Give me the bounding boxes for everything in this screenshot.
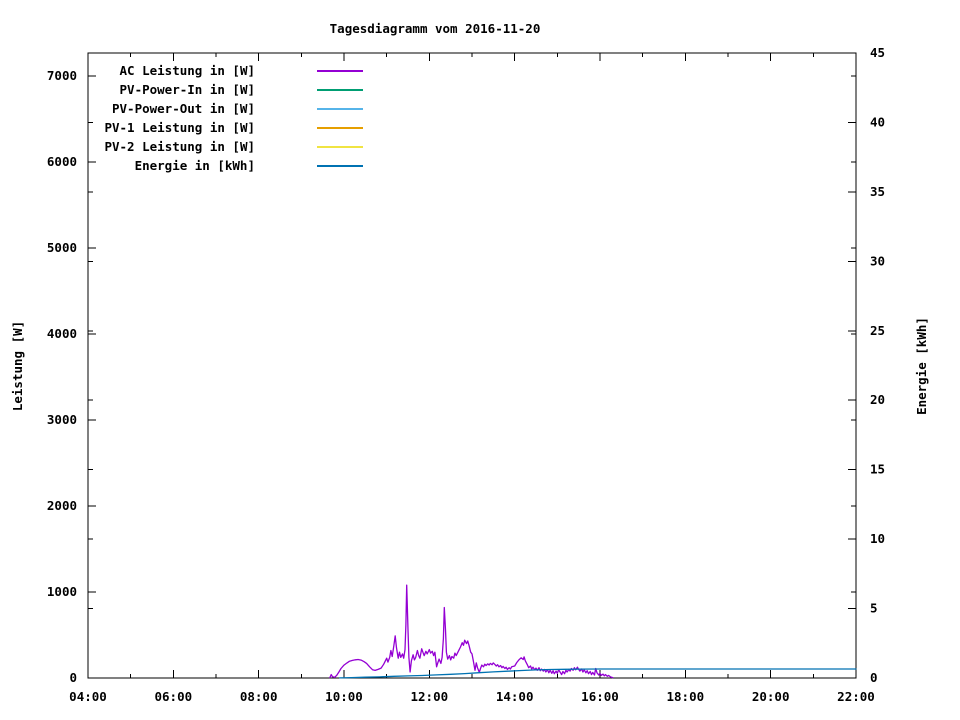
svg-text:04:00: 04:00 (69, 689, 107, 704)
legend-line-sample (317, 165, 363, 167)
svg-text:5000: 5000 (47, 240, 77, 255)
svg-text:20: 20 (870, 392, 885, 407)
legend-label: PV-2 Leistung in [W] (104, 139, 255, 154)
svg-text:3000: 3000 (47, 412, 77, 427)
svg-text:10:00: 10:00 (325, 689, 363, 704)
svg-text:7000: 7000 (47, 68, 77, 83)
svg-text:08:00: 08:00 (240, 689, 278, 704)
svg-text:10: 10 (870, 531, 885, 546)
legend-line-sample (317, 127, 363, 129)
legend-line-sample (317, 146, 363, 148)
svg-text:45: 45 (870, 45, 885, 60)
svg-text:20:00: 20:00 (752, 689, 790, 704)
svg-text:0: 0 (870, 670, 878, 685)
legend-label: PV-Power-In in [W] (119, 82, 255, 97)
legend-label: AC Leistung in [W] (119, 63, 255, 78)
svg-text:40: 40 (870, 114, 885, 129)
svg-text:0: 0 (69, 670, 77, 685)
svg-text:30: 30 (870, 253, 885, 268)
svg-text:2000: 2000 (47, 498, 77, 513)
legend-label: PV-Power-Out in [W] (112, 101, 255, 116)
svg-text:14:00: 14:00 (496, 689, 534, 704)
svg-text:25: 25 (870, 323, 885, 338)
svg-text:1000: 1000 (47, 584, 77, 599)
chart-title: Tagesdiagramm vom 2016-11-20 (329, 21, 541, 36)
svg-text:6000: 6000 (47, 154, 77, 169)
svg-text:5: 5 (870, 601, 878, 616)
svg-text:16:00: 16:00 (581, 689, 619, 704)
svg-text:12:00: 12:00 (411, 689, 449, 704)
svg-text:22:00: 22:00 (837, 689, 875, 704)
svg-text:15: 15 (870, 462, 885, 477)
svg-text:4000: 4000 (47, 326, 77, 341)
svg-text:18:00: 18:00 (667, 689, 705, 704)
svg-text:06:00: 06:00 (155, 689, 193, 704)
legend-label: PV-1 Leistung in [W] (104, 120, 255, 135)
legend-line-sample (317, 89, 363, 91)
legend-label: Energie in [kWh] (134, 158, 255, 173)
svg-text:35: 35 (870, 184, 885, 199)
legend-line-sample (317, 108, 363, 110)
legend-line-sample (317, 70, 363, 72)
